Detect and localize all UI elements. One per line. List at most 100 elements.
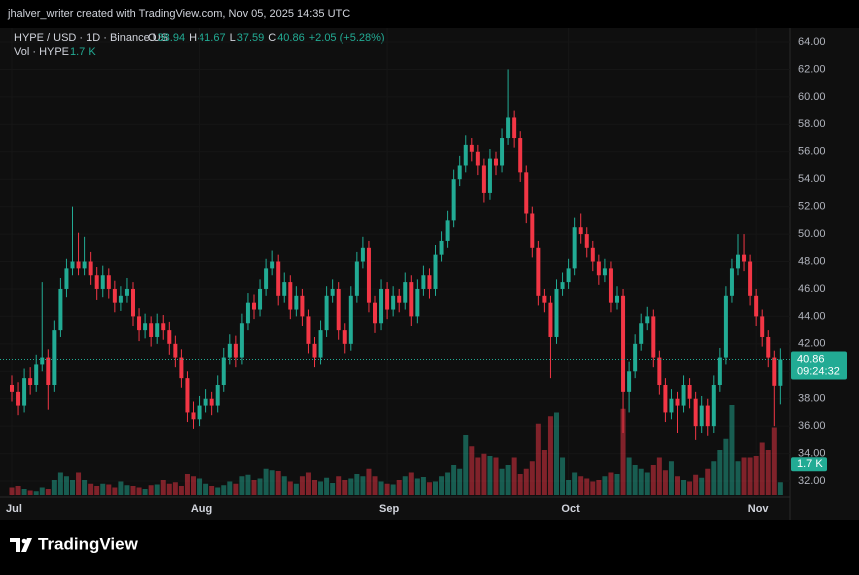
candle-body	[276, 261, 281, 296]
candle-body	[560, 282, 565, 289]
candle-body	[475, 151, 480, 166]
candle-body	[161, 323, 166, 331]
candle-body	[548, 302, 553, 337]
candle-body	[760, 316, 765, 337]
candle-body	[366, 247, 371, 303]
candle-body	[403, 282, 408, 303]
candle-body	[736, 254, 740, 269]
y-tick-label: 46.00	[798, 283, 826, 295]
candle-body	[524, 172, 529, 214]
volume-value-label: 1.7 K	[797, 458, 823, 470]
candle-body	[778, 359, 783, 386]
y-tick-label: 64.00	[798, 36, 826, 48]
candle-body	[627, 371, 632, 392]
candle-body	[112, 288, 117, 303]
logo-dot	[21, 538, 27, 544]
volume-bar	[324, 477, 330, 495]
candle-body	[566, 268, 571, 283]
candle-body	[215, 385, 220, 406]
volume-bar	[469, 446, 475, 495]
ohlc-value: 40.86	[277, 32, 305, 44]
volume-legend-value: 1.7 K	[70, 46, 96, 58]
candle-body	[143, 323, 148, 331]
candle-body	[131, 288, 135, 317]
candle-body	[457, 165, 462, 180]
candle-body	[385, 288, 390, 310]
volume-bar	[191, 476, 196, 495]
ohlc-legend: O 38.94 H 41.67 L 37.59 C 40.86 +2.05 (+5.28%)	[148, 32, 385, 44]
candle-body	[245, 302, 250, 324]
volume-bar	[687, 481, 693, 495]
volume-bar	[9, 487, 15, 495]
volume-bar	[318, 481, 324, 495]
candle-body	[439, 240, 444, 255]
candle-body	[657, 357, 662, 385]
candle-body	[723, 295, 728, 358]
volume-bar	[88, 483, 94, 495]
y-tick-label: 48.00	[798, 255, 826, 267]
volume-bar	[523, 468, 529, 495]
volume-bar	[675, 476, 680, 495]
ohlc-value: 41.67	[198, 32, 226, 44]
volume-bar	[305, 472, 311, 495]
candle-body	[124, 288, 129, 296]
ohlc-letter: L	[230, 32, 236, 44]
volume-bar	[735, 461, 741, 495]
candle-body	[330, 288, 335, 296]
candle-body	[306, 316, 311, 344]
volume-bar	[777, 482, 783, 495]
volume-bar	[741, 457, 747, 495]
volume-bar	[426, 482, 432, 495]
ohlc-letter: C	[268, 32, 276, 44]
candle-body	[705, 405, 710, 427]
candle-body	[554, 288, 559, 337]
x-tick-label: Oct	[561, 503, 580, 515]
candle-body	[693, 398, 698, 427]
volume-bar	[136, 487, 142, 495]
candle-body	[469, 144, 474, 152]
volume-bar	[560, 457, 566, 495]
volume-bar	[457, 468, 463, 495]
volume-bar	[644, 472, 650, 495]
candle-body	[137, 316, 142, 331]
candle-body	[64, 268, 69, 289]
volume-bar	[130, 486, 136, 495]
volume-bar	[239, 476, 245, 495]
volume-bar	[541, 450, 547, 495]
candle-body	[336, 288, 341, 331]
volume-bar	[166, 483, 172, 495]
volume-bar	[662, 470, 668, 495]
candle-body	[155, 323, 160, 337]
candle-body	[312, 343, 317, 358]
volume-bar	[572, 472, 578, 495]
volume-bar	[481, 453, 487, 495]
volume-bar	[505, 465, 511, 495]
volume-bar	[408, 472, 414, 495]
candle-body	[530, 213, 535, 248]
candle-body	[300, 295, 305, 317]
candle-body	[397, 295, 402, 303]
volume-bar	[39, 487, 45, 495]
volume-bar	[148, 485, 154, 495]
volume-bar	[656, 457, 662, 495]
candle-body	[500, 138, 505, 166]
candle-body	[602, 268, 607, 276]
volume-bar	[433, 481, 438, 495]
volume-bar	[765, 450, 771, 495]
volume-bar	[330, 483, 336, 495]
ohlc-value: 38.94	[158, 32, 186, 44]
y-tick-label: 50.00	[798, 228, 826, 240]
candle-body	[373, 302, 377, 324]
candle-body	[717, 357, 722, 385]
volume-bar	[499, 468, 505, 495]
candle-body	[239, 323, 244, 358]
candle-body	[233, 343, 238, 358]
candle-body	[227, 343, 232, 358]
volume-bar	[82, 480, 88, 495]
candle-body	[324, 295, 329, 331]
volume-bar	[21, 489, 27, 495]
volume-bar	[699, 477, 705, 495]
volume-bar	[106, 484, 112, 495]
candle-body	[22, 378, 27, 406]
x-tick-label: Sep	[379, 503, 399, 515]
